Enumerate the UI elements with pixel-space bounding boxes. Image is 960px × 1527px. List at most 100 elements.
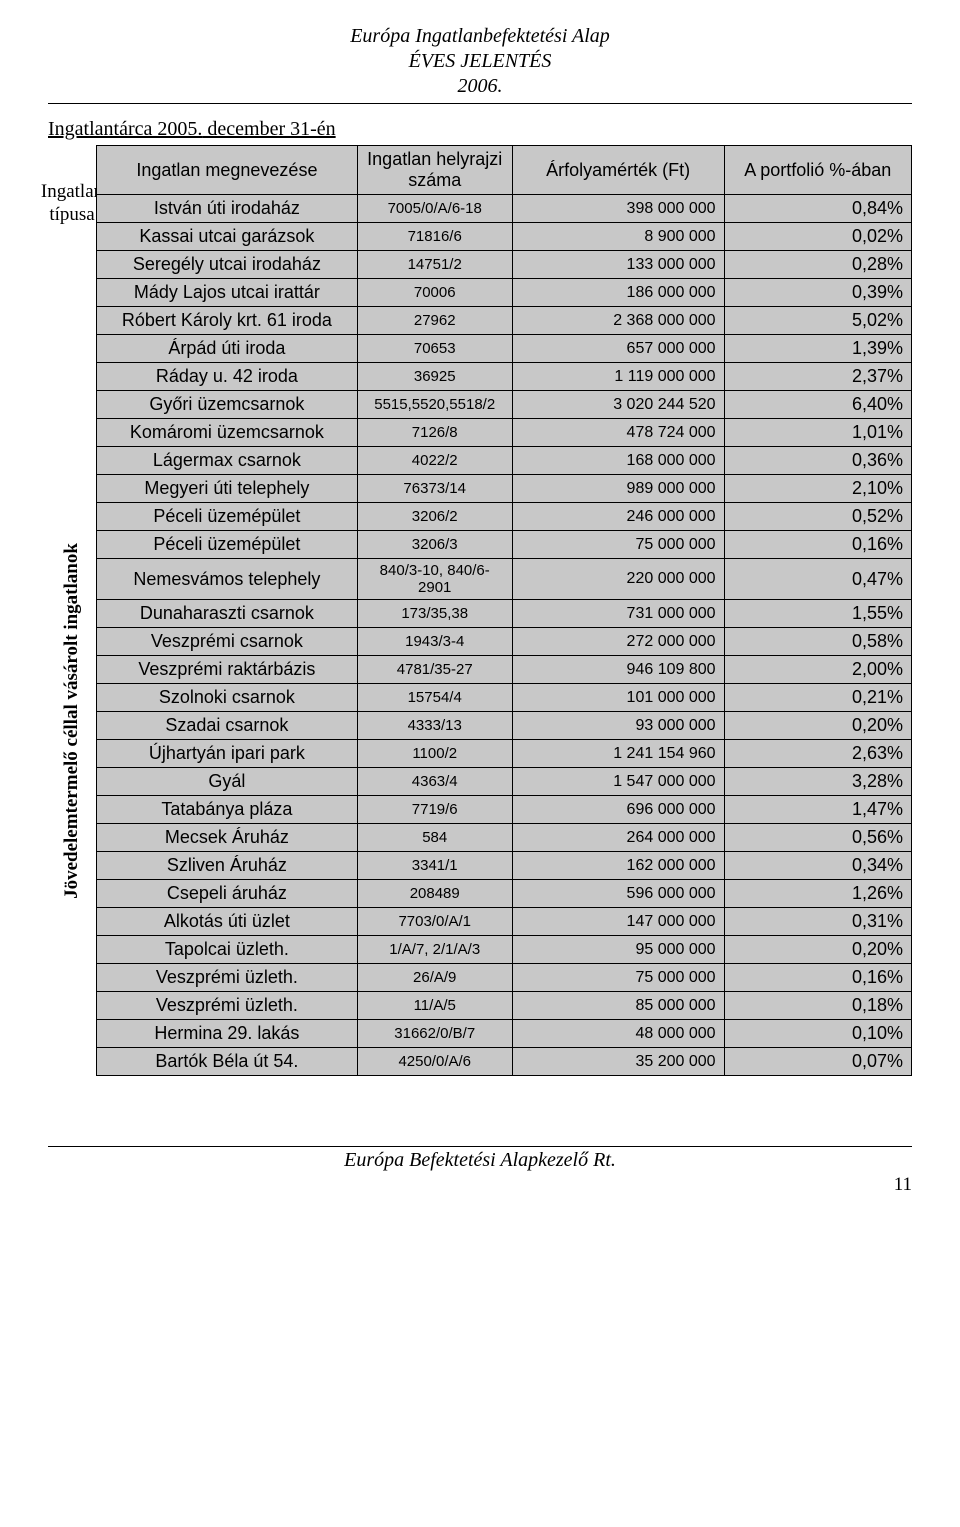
cell-value: 95 000 000	[512, 936, 724, 964]
table-row: Mecsek Áruház584264 000 0000,56%	[97, 824, 912, 852]
cell-ref: 15754/4	[357, 684, 512, 712]
cell-name: Péceli üzemépület	[97, 503, 358, 531]
sidebar-column: Ingatlan típusa Jövedelemtermelő céllal …	[48, 145, 96, 1076]
sidebar-rotated-label: Jövedelemtermelő céllal vásárolt ingatla…	[61, 543, 83, 899]
table-row: Veszprémi raktárbázis4781/35-27946 109 8…	[97, 656, 912, 684]
cell-name: Árpád úti iroda	[97, 335, 358, 363]
cell-ref: 584	[357, 824, 512, 852]
cell-name: Gyál	[97, 768, 358, 796]
cell-pct: 0,10%	[724, 1020, 911, 1048]
col-header-ref: Ingatlan helyrajzi száma	[357, 146, 512, 195]
cell-name: Veszprémi raktárbázis	[97, 656, 358, 684]
cell-value: 35 200 000	[512, 1048, 724, 1076]
sidebar-top-line2: típusa	[41, 204, 103, 227]
table-row: Komáromi üzemcsarnok7126/8478 724 0001,0…	[97, 419, 912, 447]
cell-ref: 11/A/5	[357, 992, 512, 1020]
cell-value: 133 000 000	[512, 251, 724, 279]
cell-pct: 0,47%	[724, 559, 911, 600]
table-row: Csepeli áruház208489596 000 0001,26%	[97, 880, 912, 908]
cell-value: 1 241 154 960	[512, 740, 724, 768]
cell-name: Mády Lajos utcai irattár	[97, 279, 358, 307]
cell-ref: 7005/0/A/6-18	[357, 195, 512, 223]
cell-pct: 0,56%	[724, 824, 911, 852]
cell-value: 8 900 000	[512, 223, 724, 251]
cell-value: 93 000 000	[512, 712, 724, 740]
cell-value: 75 000 000	[512, 531, 724, 559]
cell-pct: 0,18%	[724, 992, 911, 1020]
cell-value: 989 000 000	[512, 475, 724, 503]
table-row: Árpád úti iroda70653657 000 0001,39%	[97, 335, 912, 363]
cell-value: 731 000 000	[512, 600, 724, 628]
cell-value: 478 724 000	[512, 419, 724, 447]
col-header-value: Árfolyamérték (Ft)	[512, 146, 724, 195]
cell-pct: 0,31%	[724, 908, 911, 936]
cell-value: 147 000 000	[512, 908, 724, 936]
cell-ref: 4250/0/A/6	[357, 1048, 512, 1076]
table-row: Kassai utcai garázsok71816/68 900 0000,0…	[97, 223, 912, 251]
table-row: Győri üzemcsarnok5515,5520,5518/23 020 2…	[97, 391, 912, 419]
cell-value: 1 547 000 000	[512, 768, 724, 796]
cell-name: Szadai csarnok	[97, 712, 358, 740]
cell-pct: 0,07%	[724, 1048, 911, 1076]
cell-value: 186 000 000	[512, 279, 724, 307]
cell-ref: 26/A/9	[357, 964, 512, 992]
cell-ref: 70653	[357, 335, 512, 363]
col-header-name: Ingatlan megnevezése	[97, 146, 358, 195]
document-footer: Európa Befektetési Alapkezelő Rt.	[48, 1146, 912, 1172]
cell-value: 657 000 000	[512, 335, 724, 363]
table-row: Veszprémi csarnok1943/3-4272 000 0000,58…	[97, 628, 912, 656]
cell-value: 48 000 000	[512, 1020, 724, 1048]
cell-name: Lágermax csarnok	[97, 447, 358, 475]
cell-name: Tatabánya pláza	[97, 796, 358, 824]
cell-ref: 31662/0/B/7	[357, 1020, 512, 1048]
cell-pct: 1,47%	[724, 796, 911, 824]
cell-pct: 0,84%	[724, 195, 911, 223]
cell-ref: 70006	[357, 279, 512, 307]
cell-ref: 173/35,38	[357, 600, 512, 628]
cell-name: Tapolcai üzleth.	[97, 936, 358, 964]
cell-value: 162 000 000	[512, 852, 724, 880]
table-row: Péceli üzemépület3206/375 000 0000,16%	[97, 531, 912, 559]
cell-pct: 6,40%	[724, 391, 911, 419]
table-row: Dunaharaszti csarnok173/35,38731 000 000…	[97, 600, 912, 628]
cell-name: Mecsek Áruház	[97, 824, 358, 852]
cell-pct: 0,02%	[724, 223, 911, 251]
cell-value: 946 109 800	[512, 656, 724, 684]
cell-name: Róbert Károly krt. 61 iroda	[97, 307, 358, 335]
table-row: István úti irodaház7005/0/A/6-18398 000 …	[97, 195, 912, 223]
cell-pct: 2,37%	[724, 363, 911, 391]
table-row: Tapolcai üzleth.1/A/7, 2/1/A/395 000 000…	[97, 936, 912, 964]
table-row: Mády Lajos utcai irattár70006186 000 000…	[97, 279, 912, 307]
section-title-rest: december 31-én	[202, 118, 335, 140]
cell-ref: 14751/2	[357, 251, 512, 279]
cell-name: Megyeri úti telephely	[97, 475, 358, 503]
cell-value: 1 119 000 000	[512, 363, 724, 391]
cell-value: 696 000 000	[512, 796, 724, 824]
cell-ref: 27962	[357, 307, 512, 335]
cell-ref: 4781/35-27	[357, 656, 512, 684]
cell-pct: 0,36%	[724, 447, 911, 475]
cell-name: Seregély utcai irodaház	[97, 251, 358, 279]
table-row: Veszprémi üzleth.11/A/585 000 0000,18%	[97, 992, 912, 1020]
cell-ref: 5515,5520,5518/2	[357, 391, 512, 419]
table-row: Tatabánya pláza7719/6696 000 0001,47%	[97, 796, 912, 824]
cell-pct: 2,63%	[724, 740, 911, 768]
table-row: Alkotás úti üzlet7703/0/A/1147 000 0000,…	[97, 908, 912, 936]
cell-pct: 0,20%	[724, 712, 911, 740]
table-row: Szolnoki csarnok15754/4101 000 0000,21%	[97, 684, 912, 712]
cell-ref: 4022/2	[357, 447, 512, 475]
col-header-pct: A portfolió %-ában	[724, 146, 911, 195]
cell-pct: 1,26%	[724, 880, 911, 908]
cell-pct: 0,16%	[724, 964, 911, 992]
property-table: Ingatlan megnevezése Ingatlan helyrajzi …	[96, 145, 912, 1076]
cell-pct: 0,20%	[724, 936, 911, 964]
cell-name: Veszprémi csarnok	[97, 628, 358, 656]
cell-name: Nemesvámos telephely	[97, 559, 358, 600]
cell-ref: 7126/8	[357, 419, 512, 447]
cell-pct: 1,01%	[724, 419, 911, 447]
table-row: Gyál4363/41 547 000 0003,28%	[97, 768, 912, 796]
cell-name: István úti irodaház	[97, 195, 358, 223]
cell-ref: 1100/2	[357, 740, 512, 768]
cell-pct: 5,02%	[724, 307, 911, 335]
cell-ref: 840/3-10, 840/6-2901	[357, 559, 512, 600]
